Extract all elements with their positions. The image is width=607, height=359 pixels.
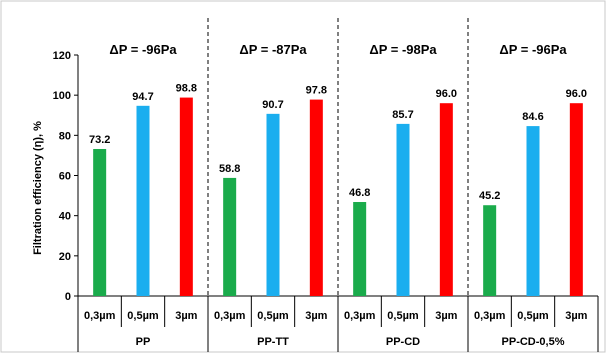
data-label: 73.2 <box>89 134 110 146</box>
x-category-label: 0,3µm <box>474 310 506 322</box>
data-label: 98.8 <box>176 83 197 95</box>
y-tick-label: 120 <box>53 50 71 62</box>
x-category-label: 0,3µm <box>344 310 376 322</box>
y-tick-label: 40 <box>59 211 71 223</box>
bar <box>266 113 280 296</box>
y-tick-label: 100 <box>53 90 71 102</box>
data-label: 97.8 <box>306 85 327 97</box>
x-category-label: 0,5µm <box>517 310 549 322</box>
x-group-label: PP-TT <box>257 336 289 348</box>
y-tick-label: 80 <box>59 130 71 142</box>
data-label: 96.0 <box>436 88 457 100</box>
x-category-label: 0,5µm <box>387 310 419 322</box>
bar <box>136 105 150 296</box>
x-category-label: 3µm <box>305 310 327 322</box>
data-label: 84.6 <box>522 111 543 123</box>
bar <box>223 177 237 296</box>
data-label: 90.7 <box>262 99 283 111</box>
y-axis-title: Filtration efficiency (η), % <box>32 121 44 255</box>
data-label: 85.7 <box>392 109 413 121</box>
x-group-label: PP-CD-0,5% <box>502 336 565 348</box>
x-category-label: 0,3µm <box>214 310 246 322</box>
pressure-annotation: ΔP = -98Pa <box>369 42 437 57</box>
x-group-label: PP <box>136 336 151 348</box>
y-tick-label: 60 <box>59 171 71 183</box>
bar <box>439 103 453 296</box>
x-category-label: 3µm <box>175 310 197 322</box>
data-label: 46.8 <box>349 187 370 199</box>
labels-layer: 0 20 40 60 80 100 120 ΔP = -96Pa 73.2 0,3µm 94.7 0,… <box>53 42 588 348</box>
bar <box>179 97 193 297</box>
pressure-annotation: ΔP = -96Pa <box>499 42 567 57</box>
x-category-label: 0,3µm <box>84 310 116 322</box>
pressure-annotation: ΔP = -96Pa <box>109 42 177 57</box>
bar <box>93 148 107 296</box>
data-label: 94.7 <box>132 91 153 103</box>
x-category-label: 0,5µm <box>127 310 159 322</box>
bar <box>396 123 410 296</box>
data-label: 96.0 <box>566 88 587 100</box>
y-tick-label: 0 <box>65 291 71 303</box>
bar <box>483 205 497 296</box>
axes-layer <box>74 18 599 352</box>
data-label: 58.8 <box>219 163 240 175</box>
x-category-label: 3µm <box>435 310 457 322</box>
pressure-annotation: ΔP = -87Pa <box>239 42 307 57</box>
data-label: 45.2 <box>479 190 500 202</box>
bars-layer <box>93 97 583 297</box>
bar <box>569 103 583 296</box>
y-tick-label: 20 <box>59 251 71 263</box>
x-category-label: 0,5µm <box>257 310 289 322</box>
bar <box>309 99 323 297</box>
x-category-label: 3µm <box>565 310 587 322</box>
bar <box>526 126 540 296</box>
bar <box>353 202 367 296</box>
x-group-label: PP-CD <box>386 336 420 348</box>
